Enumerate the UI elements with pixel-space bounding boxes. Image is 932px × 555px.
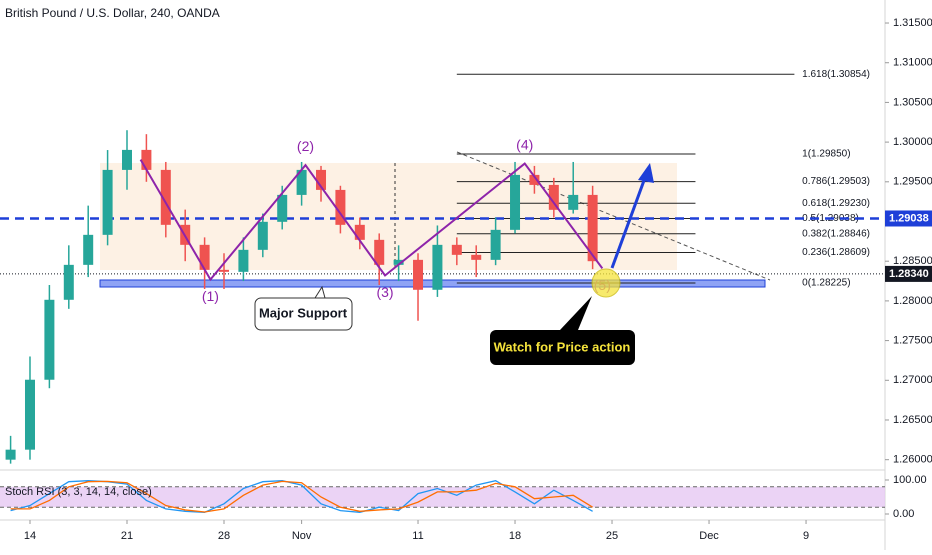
fib-label: 0.618(1.29230) — [802, 198, 870, 209]
candle-body — [5, 449, 16, 460]
candle-body — [354, 224, 365, 240]
candle-body — [121, 149, 132, 170]
candle-body — [568, 194, 579, 210]
y-tick-label: 1.27000 — [893, 374, 932, 386]
candle-body — [219, 269, 230, 272]
candle-body — [510, 174, 521, 230]
candle-body — [199, 244, 210, 270]
indicator-band — [0, 486, 885, 508]
candle-body — [432, 244, 443, 290]
candle-body — [451, 244, 462, 255]
callout-support: Major Support — [254, 285, 353, 331]
candle-body — [587, 194, 598, 262]
y-tick-label: 1.30000 — [893, 136, 932, 148]
callout-box — [254, 297, 353, 331]
y-tick-label: 1.26000 — [893, 454, 932, 466]
y-tick-label: 1.31000 — [893, 57, 932, 69]
price-tag-label: 1.29038 — [889, 212, 929, 224]
x-tick-label: 21 — [121, 530, 133, 542]
price-tag-label: 1.28340 — [889, 268, 929, 280]
wave-label: (2) — [297, 138, 314, 154]
wave-label: (4) — [516, 136, 533, 152]
x-tick-label: 11 — [412, 530, 423, 542]
indicator-tick-label: 0.00 — [893, 508, 914, 520]
x-tick-label: Nov — [292, 530, 312, 542]
fib-label: 1(1.29850) — [802, 149, 850, 160]
indicator-title: Stoch RSI (3, 3, 14, 14, close) — [5, 486, 152, 498]
y-tick-label: 1.28000 — [893, 295, 932, 307]
plot-layer: 1.31500 1.31000 1.30500 1.30000 1.29500 1.290… — [0, 17, 932, 542]
y-tick-label: 1.31500 — [893, 17, 932, 29]
candle-body — [413, 259, 424, 290]
x-tick-label: 9 — [803, 530, 809, 542]
price-tag — [885, 210, 932, 227]
wave-label: (1) — [202, 288, 219, 304]
arrow — [610, 163, 654, 269]
x-tick-label: Dec — [699, 530, 719, 542]
y-tick-label: 1.27500 — [893, 334, 932, 346]
candle-body — [296, 169, 307, 195]
candle-body — [44, 299, 55, 380]
candle-body — [316, 169, 327, 190]
fib-label: 0(1.28225) — [802, 278, 850, 289]
y-tick-label: 1.30500 — [893, 96, 932, 108]
arrow-head — [638, 163, 654, 183]
callout-box — [490, 330, 635, 365]
x-tick-label: 28 — [218, 530, 230, 542]
x-tick-label: 18 — [509, 530, 521, 542]
arrow-shaft — [610, 174, 648, 269]
y-tick-label: 1.28500 — [893, 255, 932, 267]
fib-label: 0.786(1.29503) — [802, 176, 870, 187]
fib-label: 0.236(1.28609) — [802, 247, 870, 258]
callout-text: Major Support — [259, 305, 348, 320]
candle-body — [374, 239, 385, 265]
x-tick-label: 25 — [606, 530, 618, 542]
price-tag — [885, 265, 932, 282]
callout-pointer — [314, 285, 326, 299]
chart-title: British Pound / U.S. Dollar, 240, OANDA — [5, 6, 220, 20]
candle-body — [102, 169, 113, 235]
x-tick-label: 14 — [24, 530, 36, 542]
candle-body — [141, 149, 152, 170]
candle-body — [257, 221, 268, 250]
fib-label: 0.382(1.28846) — [802, 228, 870, 239]
highlight-circle — [591, 268, 621, 298]
indicator-tick-label: 100.00 — [893, 474, 927, 486]
candle-body — [83, 234, 94, 265]
candle-body — [24, 379, 35, 450]
callout-pointer — [560, 296, 592, 330]
indicator-line — [10, 480, 593, 513]
candle-body — [335, 189, 346, 225]
candle-body — [490, 229, 501, 260]
wave-label: (3) — [376, 284, 393, 300]
wave-line — [139, 159, 604, 282]
candle-body — [160, 169, 171, 225]
candle-body — [277, 194, 288, 222]
y-tick-label: 1.26500 — [893, 414, 932, 426]
candle-body — [548, 184, 559, 210]
candle-body — [529, 174, 540, 185]
candle-body — [393, 259, 404, 265]
callout-text: Watch for Price action — [494, 339, 631, 354]
y-tick-label: 1.29500 — [893, 176, 932, 188]
callout-watch: Watch for Price action — [490, 296, 635, 365]
candle-body — [63, 264, 74, 300]
candle-body — [238, 249, 249, 272]
fib-label: 1.618(1.30854) — [802, 69, 870, 80]
candle-body — [471, 254, 482, 260]
trend-line — [456, 151, 771, 281]
